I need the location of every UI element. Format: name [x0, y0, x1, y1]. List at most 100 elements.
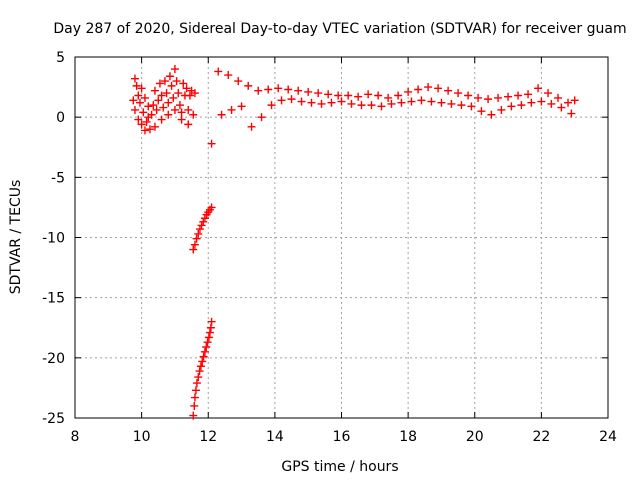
data-point	[294, 86, 303, 95]
y-tick-label: 0	[56, 110, 65, 126]
data-point	[467, 102, 476, 111]
data-point	[374, 91, 383, 100]
grid	[75, 57, 608, 418]
data-point	[367, 101, 376, 110]
data-point	[384, 93, 393, 102]
data-point	[557, 103, 566, 112]
data-point	[494, 93, 503, 102]
data-point	[189, 245, 198, 254]
data-point	[457, 101, 466, 110]
data-point	[200, 214, 209, 223]
y-tick-label: -5	[51, 170, 65, 186]
data-point	[527, 98, 536, 107]
data-point	[507, 102, 516, 111]
data-point	[130, 105, 139, 114]
data-point	[192, 379, 201, 388]
data-point	[284, 85, 293, 94]
y-tick-label: -15	[42, 291, 65, 307]
x-tick-label: 8	[71, 429, 80, 445]
data-point	[190, 401, 199, 410]
data-point	[447, 99, 456, 108]
data-point	[397, 98, 406, 107]
data-point	[137, 120, 146, 129]
data-point	[130, 74, 139, 83]
axis-ticks: 8 10 12 14 16 18 20 22 24 5 0 -5 -10 -15 -20 -25	[42, 50, 617, 445]
data-point	[267, 101, 276, 110]
data-point	[145, 125, 154, 134]
x-tick-label: 14	[266, 429, 284, 445]
data-point	[196, 362, 205, 371]
data-point	[195, 225, 204, 234]
data-point	[191, 386, 200, 395]
data-point	[487, 110, 496, 119]
data-point	[162, 89, 171, 98]
data-point	[314, 89, 323, 98]
data-point	[205, 328, 214, 337]
data-point	[217, 110, 226, 119]
x-axis-title: GPS time / hours	[281, 459, 398, 475]
data-point	[140, 93, 149, 102]
data-point	[157, 91, 166, 100]
data-point	[150, 122, 159, 131]
data-point	[347, 99, 356, 108]
data-point	[414, 85, 423, 94]
data-point	[287, 95, 296, 104]
series-band-lower	[217, 95, 576, 131]
data-point	[135, 98, 144, 107]
data-point	[190, 89, 199, 98]
data-point	[224, 71, 233, 80]
data-point	[184, 105, 193, 114]
data-point	[237, 102, 246, 111]
data-point	[175, 101, 184, 110]
data-point	[274, 84, 283, 93]
data-point	[194, 229, 203, 238]
data-point	[134, 115, 143, 124]
data-point	[190, 240, 199, 249]
x-tick-label: 20	[466, 429, 484, 445]
data-point	[454, 89, 463, 98]
data-point	[387, 99, 396, 108]
data-point	[234, 77, 243, 86]
x-tick-label: 12	[199, 429, 217, 445]
data-point	[404, 87, 413, 96]
data-point	[197, 221, 206, 230]
series-drop-lower	[189, 317, 216, 420]
data-point	[177, 115, 186, 124]
y-tick-label: 5	[56, 50, 65, 66]
data-point	[484, 95, 493, 104]
x-tick-label: 18	[399, 429, 417, 445]
data-point	[317, 99, 326, 108]
data-point	[164, 98, 173, 107]
data-point	[150, 86, 159, 95]
data-point	[277, 96, 286, 105]
data-point	[155, 79, 164, 88]
data-point	[324, 90, 333, 99]
y-tick-label: -20	[42, 351, 65, 367]
data-point	[424, 83, 433, 92]
data-point	[474, 93, 483, 102]
data-point	[337, 97, 346, 106]
data-point	[159, 103, 168, 112]
data-point	[334, 91, 343, 100]
data-point	[144, 102, 153, 111]
data-point	[192, 234, 201, 243]
data-point	[165, 72, 174, 81]
data-point	[139, 108, 148, 117]
data-point	[152, 105, 161, 114]
data-point	[199, 352, 208, 361]
data-point	[190, 393, 199, 402]
data-point	[564, 98, 573, 107]
data-point	[417, 96, 426, 105]
data-point	[207, 203, 216, 212]
data-point	[524, 90, 533, 99]
data-point	[304, 87, 313, 96]
data-point	[297, 97, 306, 106]
x-tick-label: 10	[133, 429, 151, 445]
data-point	[247, 122, 256, 131]
data-point	[172, 77, 181, 86]
data-point	[207, 139, 216, 148]
data-point	[257, 113, 266, 122]
data-point	[177, 108, 186, 117]
data-point	[537, 97, 546, 106]
